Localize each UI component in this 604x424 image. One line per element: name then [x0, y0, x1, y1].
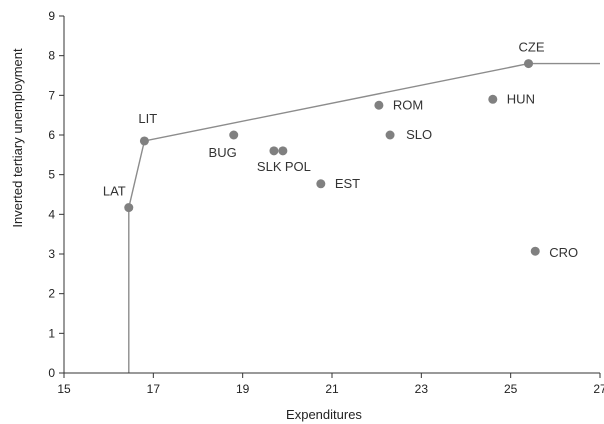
y-tick-label: 5 [48, 168, 55, 182]
point-rom [374, 100, 384, 110]
point-label-hun: HUN [507, 91, 535, 106]
point-lat [124, 203, 134, 213]
point-label-cro: CRO [549, 245, 578, 260]
point-slk [269, 146, 279, 156]
x-tick-label: 25 [504, 382, 518, 396]
x-tick-label: 19 [236, 382, 250, 396]
point-slo [385, 130, 395, 140]
frontier-line [128, 62, 600, 373]
x-axis-title: Expenditures [286, 407, 362, 422]
y-tick-label: 9 [48, 9, 55, 23]
point-label-lit: LIT [138, 111, 157, 126]
point-est [316, 179, 326, 189]
y-tick-label: 3 [48, 247, 55, 261]
point-label-pol: POL [285, 159, 311, 174]
point-labels: LAT LIT BUG SLK POL EST ROM SLO HUN CZE CRO [103, 40, 578, 261]
y-tick-label: 1 [48, 326, 55, 340]
data-points [124, 59, 540, 256]
x-tick-label: 15 [57, 382, 71, 396]
y-tick-label: 7 [48, 88, 55, 102]
x-tick-label: 27 [593, 382, 604, 396]
y-tick-label: 2 [48, 287, 55, 301]
y-tick-label: 8 [48, 49, 55, 63]
point-lit [139, 136, 149, 146]
y-tick-label: 0 [48, 366, 55, 380]
y-tick-label: 4 [48, 207, 55, 221]
x-tick-label: 23 [415, 382, 429, 396]
point-label-est: EST [335, 176, 360, 191]
frontier-layer [128, 62, 600, 373]
y-tick-label: 6 [48, 128, 55, 142]
y-axis-title: Inverted tertiary unemployment [10, 48, 25, 228]
point-label-lat: LAT [103, 184, 126, 199]
point-label-rom: ROM [393, 97, 423, 112]
point-label-slo: SLO [406, 127, 432, 142]
point-label-slk: SLK [257, 159, 282, 174]
point-hun [488, 94, 498, 104]
point-cro [530, 246, 540, 256]
point-label-cze: CZE [519, 40, 545, 55]
x-tick-label: 17 [147, 382, 161, 396]
point-cze [524, 59, 534, 69]
point-label-bug: BUG [209, 145, 237, 160]
x-tick-label: 21 [325, 382, 339, 396]
point-pol [278, 146, 288, 156]
point-bug [229, 130, 239, 140]
